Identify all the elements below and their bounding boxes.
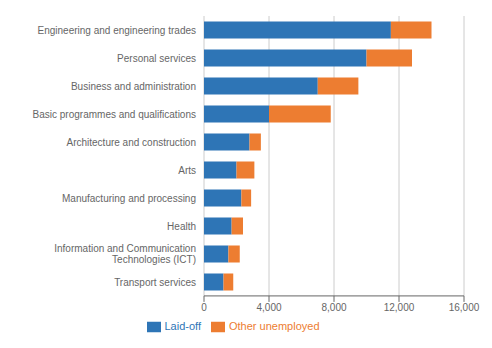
svg-text:Engineering and engineering tr: Engineering and engineering trades [38,24,196,35]
svg-text:Personal services: Personal services [117,52,196,63]
svg-text:Information and CommunicationT: Information and CommunicationTechnologie… [54,243,196,265]
svg-text:Architecture and construction: Architecture and construction [66,136,196,147]
svg-text:Transport services: Transport services [114,276,196,287]
html-text:Other unemployed: Other unemployed [229,319,320,332]
svg-text:0: 0 [201,302,207,313]
svg-text:4,000: 4,000 [256,302,281,313]
svg-text:Basic programmes and qualifica: Basic programmes and qualifications [33,108,196,119]
svg-text:16,000: 16,000 [449,302,480,313]
svg-text:8,000: 8,000 [321,302,346,313]
svg-text:12,000: 12,000 [384,302,415,313]
svg-text:Health: Health [167,220,196,231]
svg-text:Business and administration: Business and administration [71,80,196,91]
svg-text:Manufacturing and processing: Manufacturing and processing [62,192,196,203]
html-text:Laid-off: Laid-off [164,319,201,332]
svg-text:Arts: Arts [178,164,196,175]
